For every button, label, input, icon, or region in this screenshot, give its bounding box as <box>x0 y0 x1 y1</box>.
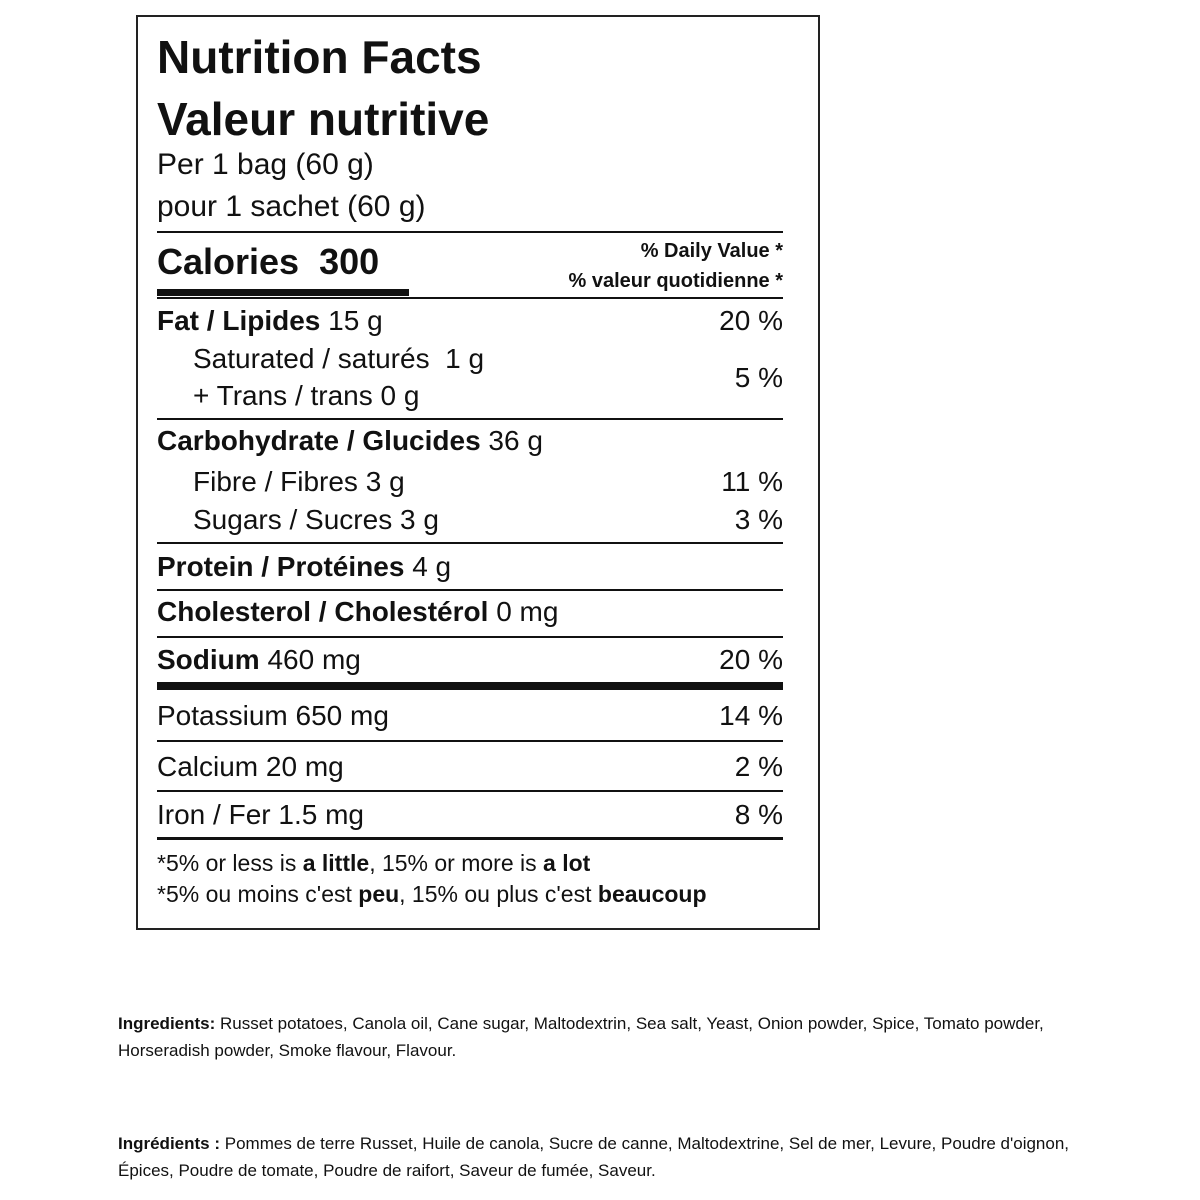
title-fr: Valeur nutritive <box>157 93 490 145</box>
amount: 3 g <box>399 504 439 535</box>
amount: 0 mg <box>496 596 559 627</box>
footnote-text: , 15% ou plus c'est <box>399 881 598 907</box>
row-cholesterol: Cholesterol / Cholestérol 0 mg <box>157 595 783 629</box>
ingredients-text: Russet potatoes, Canola oil, Cane sugar,… <box>118 1014 1044 1060</box>
amount: 650 mg <box>295 700 389 731</box>
rule <box>157 297 783 299</box>
nutrient-name: Carbohydrate / Glucides <box>157 425 481 456</box>
thick-rule <box>157 682 783 690</box>
amount: 1.5 mg <box>278 799 364 830</box>
footnote-en: *5% or less is a little, 15% or more is … <box>157 850 590 877</box>
amount: 3 g <box>365 466 405 497</box>
nutrient-name: Cholesterol / Cholestérol <box>157 596 489 627</box>
daily-value: 2 % <box>734 751 783 782</box>
daily-value: 20 % <box>719 644 783 675</box>
footnote-bold: a lot <box>543 850 591 876</box>
row-sodium: Sodium 460 mg 20 % <box>157 643 783 677</box>
footnote-bold: beaucoup <box>597 881 707 907</box>
footnote-bold: a little <box>302 850 370 876</box>
daily-value: 20 % <box>719 305 783 336</box>
calories: Calories 300 <box>157 241 379 283</box>
nutrient-name: + Trans / trans <box>193 380 373 411</box>
nutrient-name: Sodium <box>157 644 260 675</box>
rule <box>157 740 783 742</box>
amount: 4 g <box>412 551 452 582</box>
nutrient-name: Fibre / Fibres <box>193 466 358 497</box>
row-saturated: Saturated / saturés 1 g <box>157 342 783 376</box>
daily-value: 11 % <box>721 466 783 497</box>
serving-fr: pour 1 sachet (60 g) <box>157 190 426 223</box>
daily-value: 5 % <box>734 362 783 393</box>
amount: 1 g <box>445 343 485 374</box>
footnote-fr: *5% ou moins c'est peu, 15% ou plus c'es… <box>157 881 707 908</box>
rule <box>157 418 783 420</box>
serving-en: Per 1 bag (60 g) <box>157 148 374 181</box>
row-carbohydrate: Carbohydrate / Glucides 36 g <box>157 424 783 458</box>
row-potassium: Potassium 650 mg 14 % <box>157 699 783 733</box>
daily-value: 3 % <box>734 504 783 535</box>
nutrient-name: Iron / Fer <box>157 799 271 830</box>
footnote-text: *5% or less is <box>157 850 303 876</box>
ingredients-fr: Ingrédients : Pommes de terre Russet, Hu… <box>118 1130 1108 1184</box>
ingredients-text: Pommes de terre Russet, Huile de canola,… <box>118 1134 1070 1180</box>
ingredients-label: Ingrédients : <box>118 1134 221 1153</box>
label-box <box>136 15 820 930</box>
row-protein: Protein / Protéines 4 g <box>157 550 783 584</box>
nutrient-name: Saturated / saturés <box>193 343 430 374</box>
ingredients-en: Ingredients: Russet potatoes, Canola oil… <box>118 1010 1108 1064</box>
amount: 0 g <box>380 380 420 411</box>
nutrient-name: Sugars / Sucres <box>193 504 393 535</box>
amount: 36 g <box>488 425 543 456</box>
row-iron: Iron / Fer 1.5 mg 8 % <box>157 798 783 832</box>
dv-fr: % valeur quotidienne * <box>568 270 783 292</box>
amount: 20 mg <box>265 751 344 782</box>
rule <box>157 542 783 544</box>
nutrient-name: Potassium <box>157 700 288 731</box>
row-calcium: Calcium 20 mg 2 % <box>157 750 783 784</box>
calories-label: Calories <box>157 241 300 282</box>
row-trans: + Trans / trans 0 g <box>157 379 783 413</box>
daily-value: 14 % <box>719 700 783 731</box>
amount: 460 mg <box>267 644 361 675</box>
rule <box>157 589 783 591</box>
daily-value: 8 % <box>734 799 783 830</box>
calories-value: 300 <box>319 241 380 282</box>
ingredients-label: Ingredients: <box>118 1014 216 1033</box>
amount: 15 g <box>328 305 383 336</box>
row-fat: Fat / Lipides 15 g 20 % <box>157 304 783 338</box>
rule <box>157 837 783 840</box>
rule <box>157 636 783 638</box>
dv-en: % Daily Value * <box>640 240 783 262</box>
row-sat-trans-dv: 5 % <box>157 361 783 395</box>
calories-bar <box>157 289 409 296</box>
nutrient-name: Protein / Protéines <box>157 551 405 582</box>
footnote-bold: peu <box>358 881 400 907</box>
row-fibre: Fibre / Fibres 3 g 11 % <box>157 465 783 499</box>
footnote-text: , 15% or more is <box>369 850 544 876</box>
nutrient-name: Fat / Lipides <box>157 305 321 336</box>
footnote-text: *5% ou moins c'est <box>157 881 359 907</box>
row-sugars: Sugars / Sucres 3 g 3 % <box>157 503 783 537</box>
nutrient-name: Calcium <box>157 751 259 782</box>
rule <box>157 231 783 233</box>
title-en: Nutrition Facts <box>157 31 482 83</box>
rule <box>157 790 783 792</box>
